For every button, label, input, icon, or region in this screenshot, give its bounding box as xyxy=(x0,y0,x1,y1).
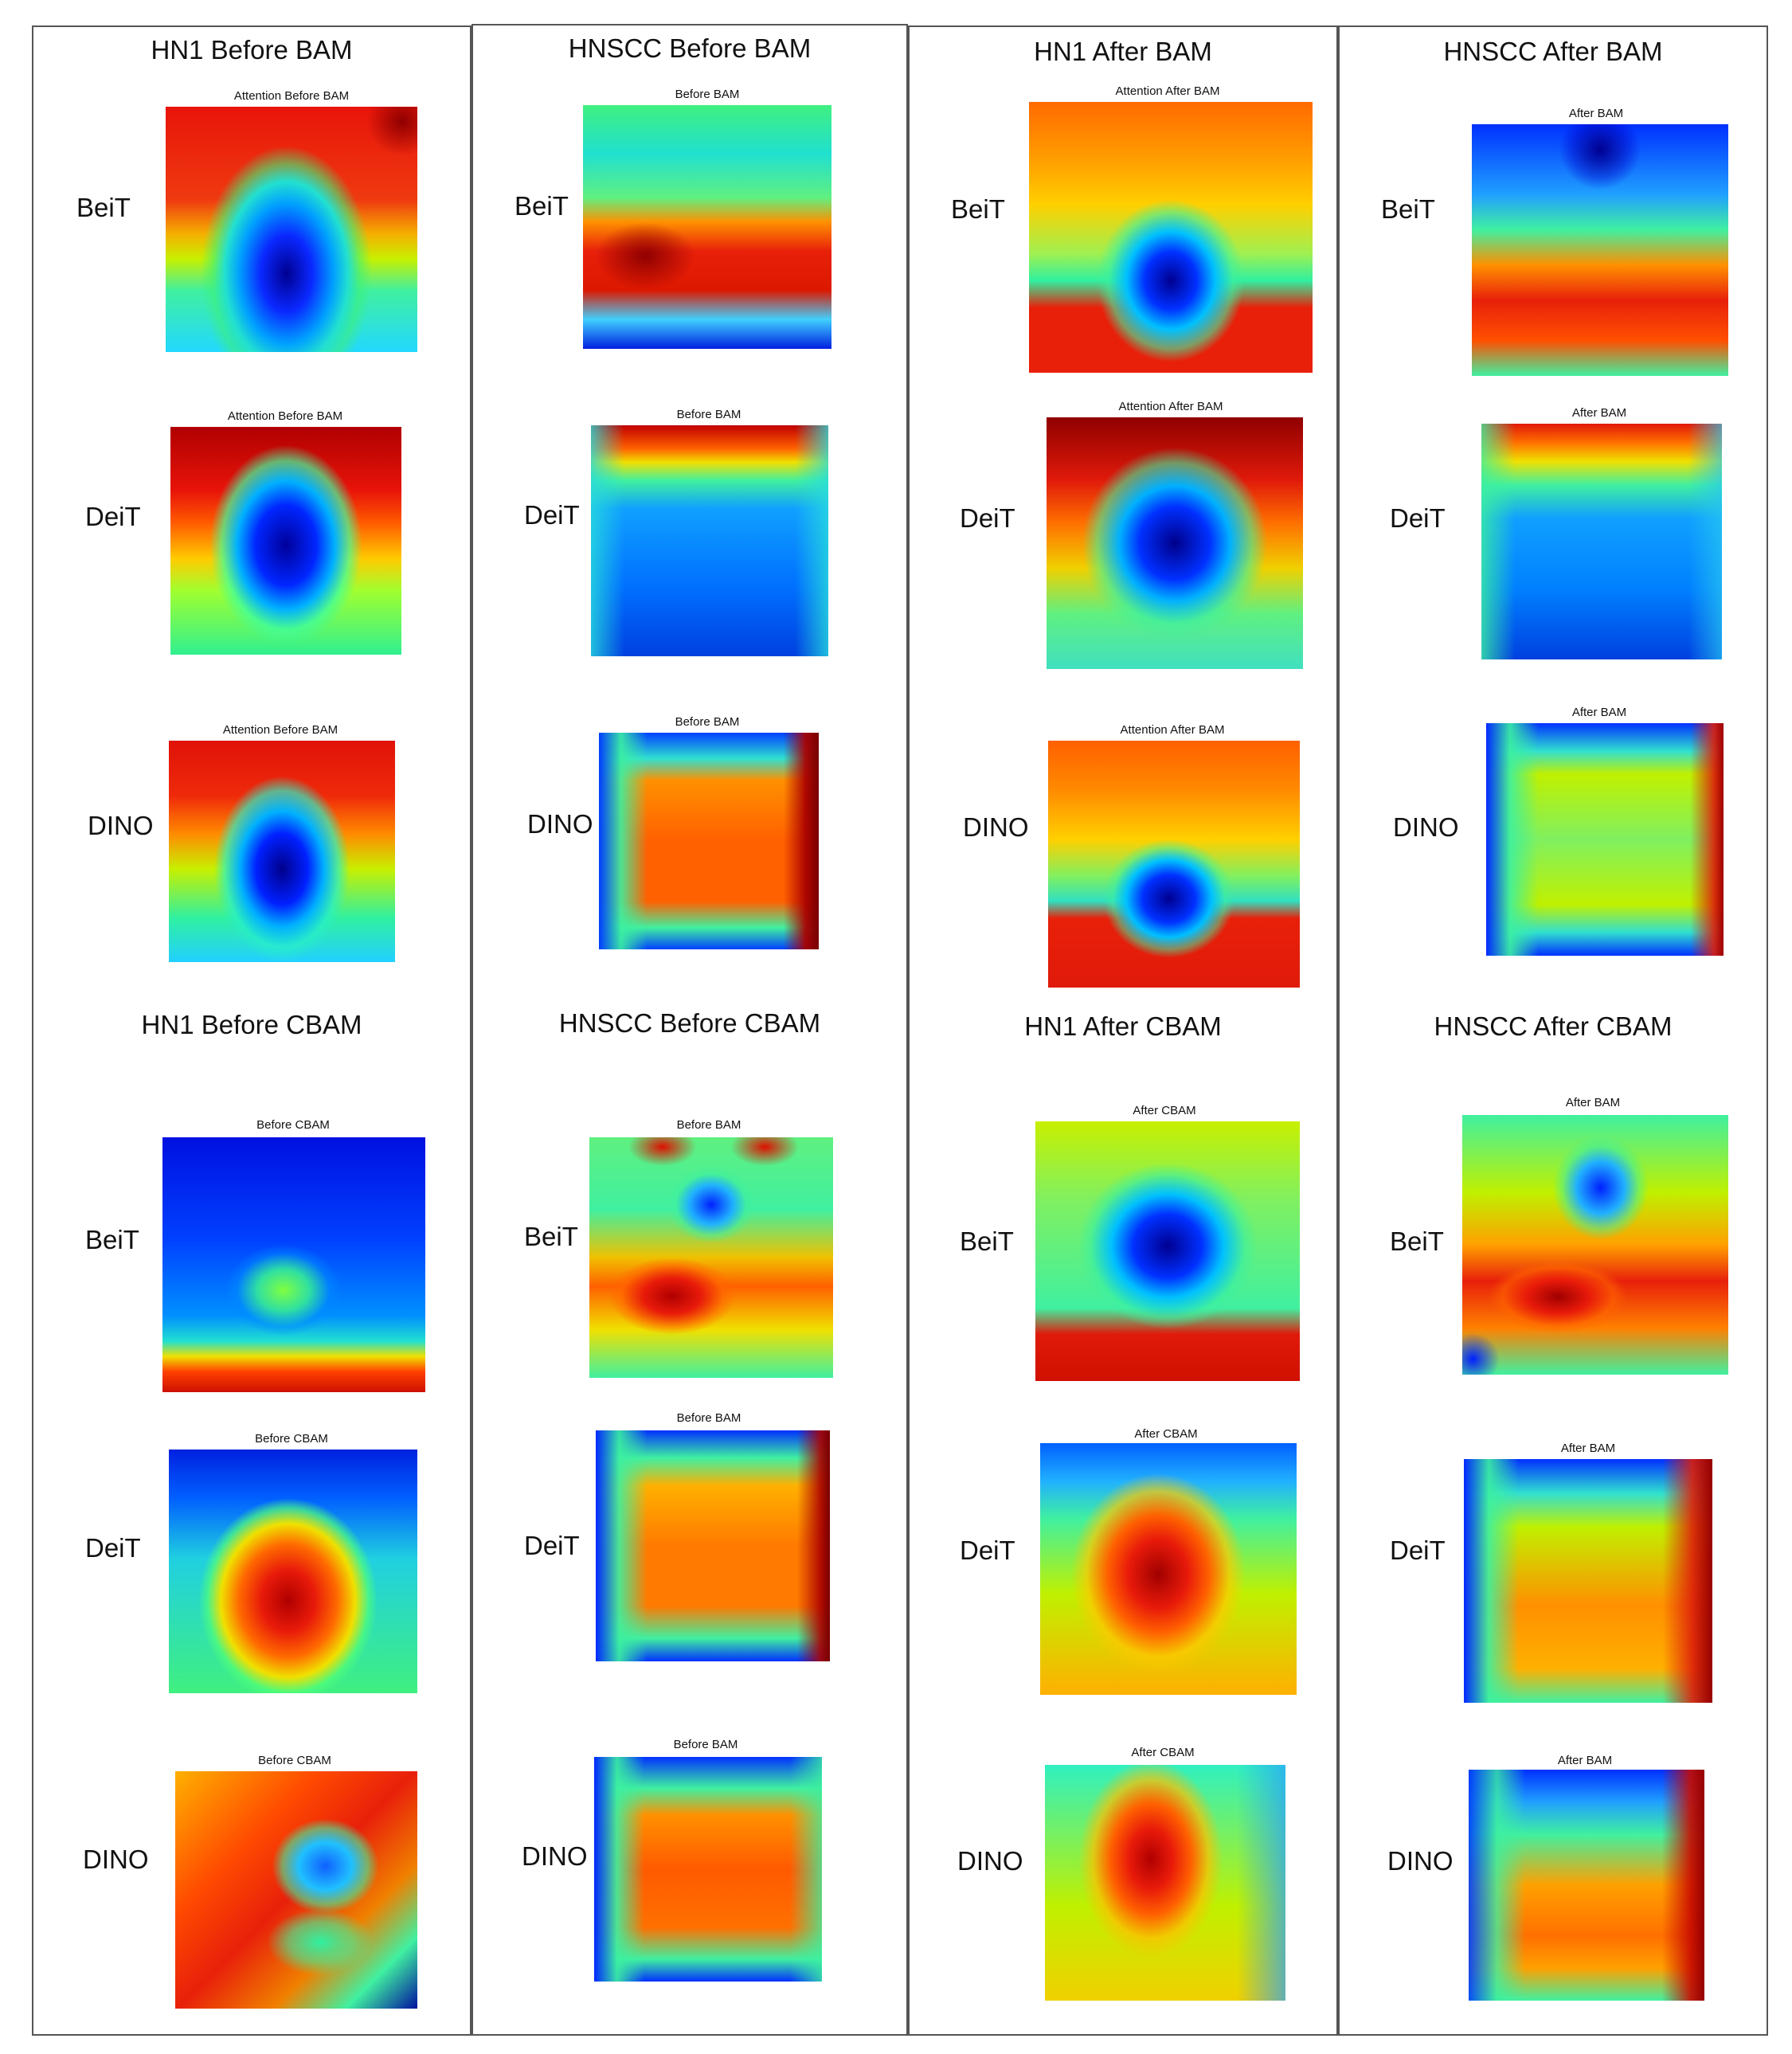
row-label-deit: DeiT xyxy=(1390,503,1446,533)
heatmap-caption: Attention After BAM xyxy=(1120,723,1225,737)
attention-heatmap xyxy=(589,1137,833,1378)
column-hnscc-before xyxy=(471,24,908,2036)
row-label-dino: DINO xyxy=(957,1846,1023,1876)
attention-heatmap xyxy=(169,1450,417,1693)
heatmap-caption: Before BAM xyxy=(675,715,740,729)
attention-heatmap xyxy=(1029,102,1313,373)
section-title: HN1 Before CBAM xyxy=(141,1010,362,1039)
attention-heatmap xyxy=(175,1771,417,2009)
row-label-dino: DINO xyxy=(522,1841,588,1871)
row-label-beit: BeiT xyxy=(515,191,569,221)
row-label-dino: DINO xyxy=(83,1845,149,1874)
attention-heatmap xyxy=(1469,1770,1704,2001)
attention-heatmap xyxy=(1462,1115,1728,1375)
section-title: HNSCC Before CBAM xyxy=(558,1008,821,1038)
column-hn1-before xyxy=(32,25,471,2036)
row-label-beit: BeiT xyxy=(1390,1227,1444,1256)
row-label-deit: DeiT xyxy=(524,1531,580,1560)
heatmap-caption: Before BAM xyxy=(676,1411,741,1425)
row-label-beit: BeiT xyxy=(960,1227,1014,1256)
attention-heatmap xyxy=(594,1757,822,1982)
heatmap-caption: Attention Before BAM xyxy=(227,409,343,423)
heatmap-caption: Attention After BAM xyxy=(1118,400,1223,413)
row-label-dino: DINO xyxy=(963,812,1029,842)
section-title: HNSCC After CBAM xyxy=(1434,1011,1673,1041)
row-label-dino: DINO xyxy=(1387,1846,1454,1876)
row-label-dino: DINO xyxy=(527,809,593,839)
heatmap-caption: Attention After BAM xyxy=(1115,84,1220,98)
heatmap-caption: After BAM xyxy=(1571,406,1627,420)
row-label-beit: BeiT xyxy=(85,1225,139,1254)
attention-heatmap xyxy=(1486,723,1724,956)
attention-heatmap xyxy=(1045,1765,1285,2001)
attention-heatmap xyxy=(1035,1121,1300,1381)
heatmap-caption: After CBAM xyxy=(1134,1427,1198,1441)
row-label-deit: DeiT xyxy=(960,503,1015,533)
attention-heatmap xyxy=(1047,417,1303,669)
heatmap-caption: After CBAM xyxy=(1131,1746,1195,1759)
row-label-beit: BeiT xyxy=(76,193,131,222)
row-label-beit: BeiT xyxy=(951,194,1005,224)
section-title: HN1 Before BAM xyxy=(151,35,353,65)
heatmap-caption: Before BAM xyxy=(676,1118,741,1132)
section-title: HNSCC Before BAM xyxy=(568,33,812,63)
attention-heatmap xyxy=(1048,741,1300,988)
attention-heatmap xyxy=(591,425,828,656)
row-label-deit: DeiT xyxy=(85,502,141,531)
heatmap-caption: After BAM xyxy=(1571,706,1627,719)
attention-heatmap xyxy=(169,741,395,962)
attention-heatmap xyxy=(1040,1443,1297,1695)
attention-heatmap xyxy=(1472,124,1728,376)
attention-heatmap xyxy=(1481,424,1722,659)
section-title: HN1 After CBAM xyxy=(1024,1011,1222,1041)
attention-heatmap xyxy=(170,427,401,655)
heatmap-caption: Before CBAM xyxy=(256,1118,330,1132)
attention-heatmap xyxy=(162,1137,425,1392)
row-label-deit: DeiT xyxy=(524,500,580,530)
row-label-dino: DINO xyxy=(88,811,154,840)
heatmap-caption: After BAM xyxy=(1560,1442,1616,1455)
heatmap-caption: Before CBAM xyxy=(258,1754,331,1767)
heatmap-caption: After BAM xyxy=(1568,107,1624,120)
section-title: HN1 After BAM xyxy=(1034,37,1212,66)
heatmap-caption: Before BAM xyxy=(675,88,740,101)
row-label-dino: DINO xyxy=(1393,812,1459,842)
attention-heatmap xyxy=(596,1430,830,1661)
attention-heatmap xyxy=(166,107,417,352)
row-label-deit: DeiT xyxy=(1390,1536,1446,1565)
heatmap-caption: Before BAM xyxy=(673,1738,738,1751)
heatmap-caption: Attention Before BAM xyxy=(233,89,350,103)
attention-heatmap xyxy=(599,733,819,949)
heatmap-caption: Before CBAM xyxy=(255,1432,328,1446)
attention-heatmap xyxy=(1464,1459,1712,1703)
row-label-deit: DeiT xyxy=(85,1533,141,1563)
heatmap-caption: Before BAM xyxy=(676,408,741,421)
section-title: HNSCC After BAM xyxy=(1443,37,1663,66)
row-label-deit: DeiT xyxy=(960,1536,1015,1565)
row-label-beit: BeiT xyxy=(524,1222,578,1251)
heatmap-caption: After CBAM xyxy=(1133,1104,1196,1117)
heatmap-caption: After BAM xyxy=(1557,1754,1613,1767)
heatmap-caption: Attention Before BAM xyxy=(222,723,338,737)
row-label-beit: BeiT xyxy=(1381,194,1435,224)
heatmap-caption: After BAM xyxy=(1565,1096,1621,1109)
attention-heatmap xyxy=(583,105,831,349)
